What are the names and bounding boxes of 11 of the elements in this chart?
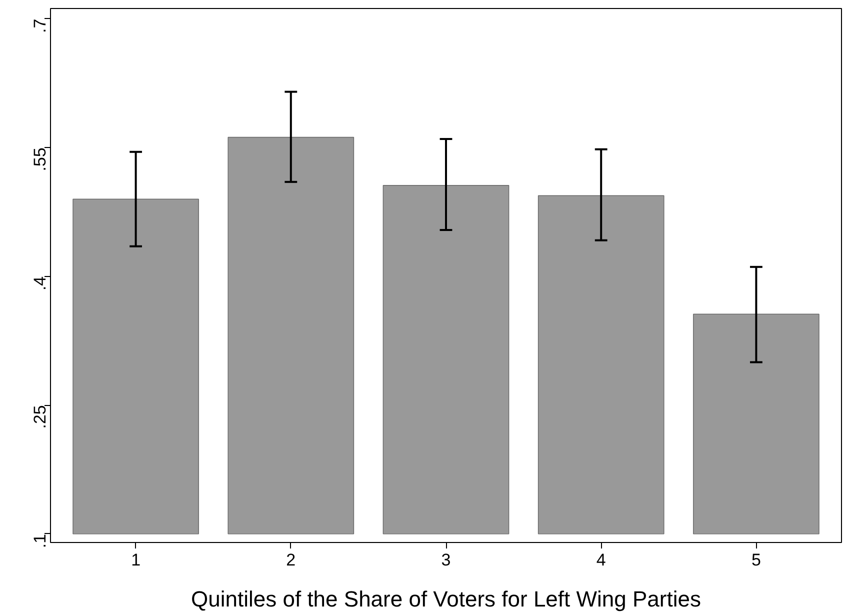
y-tick-label: .7 — [30, 18, 50, 33]
y-tick-label: .55 — [30, 148, 50, 172]
x-tick-label: 3 — [441, 550, 451, 570]
x-tick-label: 1 — [131, 550, 141, 570]
y-tick-label: .1 — [30, 534, 50, 548]
y-tick-label: .25 — [30, 405, 50, 429]
x-tick-label: 4 — [596, 550, 606, 570]
x-tick-label: 2 — [286, 550, 296, 570]
x-axis-title: Quintiles of the Share of Voters for Left Wing Parties — [191, 586, 701, 612]
y-tick-label: .4 — [30, 276, 50, 291]
x-tick-label: 5 — [751, 550, 761, 570]
